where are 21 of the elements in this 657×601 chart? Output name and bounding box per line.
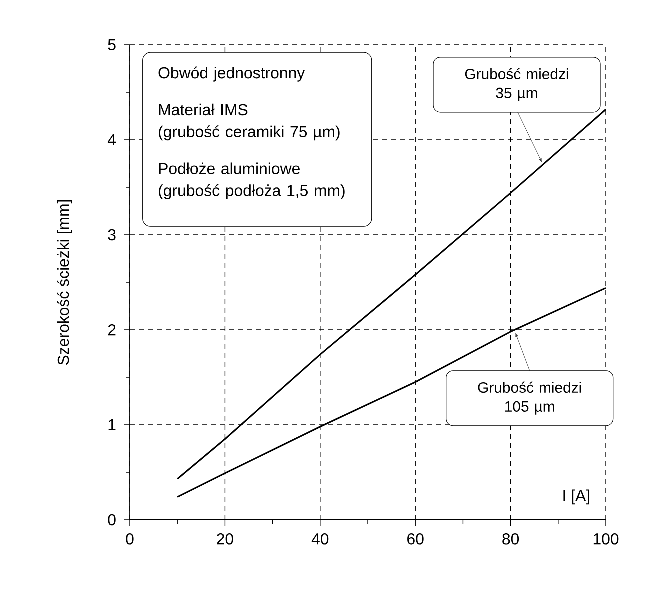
series-label: Grubość miedzi 105 µm [478, 382, 582, 415]
x-tick-label: 20 [217, 534, 234, 545]
x-tick-label: 0 [126, 534, 134, 545]
y-tick-label: 1 [108, 420, 116, 430]
annotation: Podłoże aluminiowe [159, 162, 300, 174]
text: Grubość miedzi 35 µm [465, 68, 568, 102]
y-axis-title: Szerokość ścieżki [mm] [57, 200, 72, 366]
y-tick-label: 4 [108, 134, 116, 146]
annotation: Materiał IMS [159, 104, 248, 116]
y-tick-label: 0 [108, 514, 116, 526]
x-tick-label: 40 [312, 534, 329, 545]
x-tick-label: 80 [502, 534, 520, 545]
y-tick-label: 5 [108, 39, 116, 51]
y-tick-label: 2 [108, 324, 116, 336]
annotation: Obwód jednostronny [158, 66, 306, 82]
x-tick-label: 100 [594, 534, 619, 545]
annotation: (grubość ceramiki 75 µm) [159, 126, 340, 141]
y-tick-label: 3 [108, 229, 116, 241]
x-tick-label: 60 [408, 534, 424, 545]
annotation: (grubość podłoża 1,5 mm) [159, 184, 345, 200]
x-axis-title: I [A] [564, 490, 590, 505]
